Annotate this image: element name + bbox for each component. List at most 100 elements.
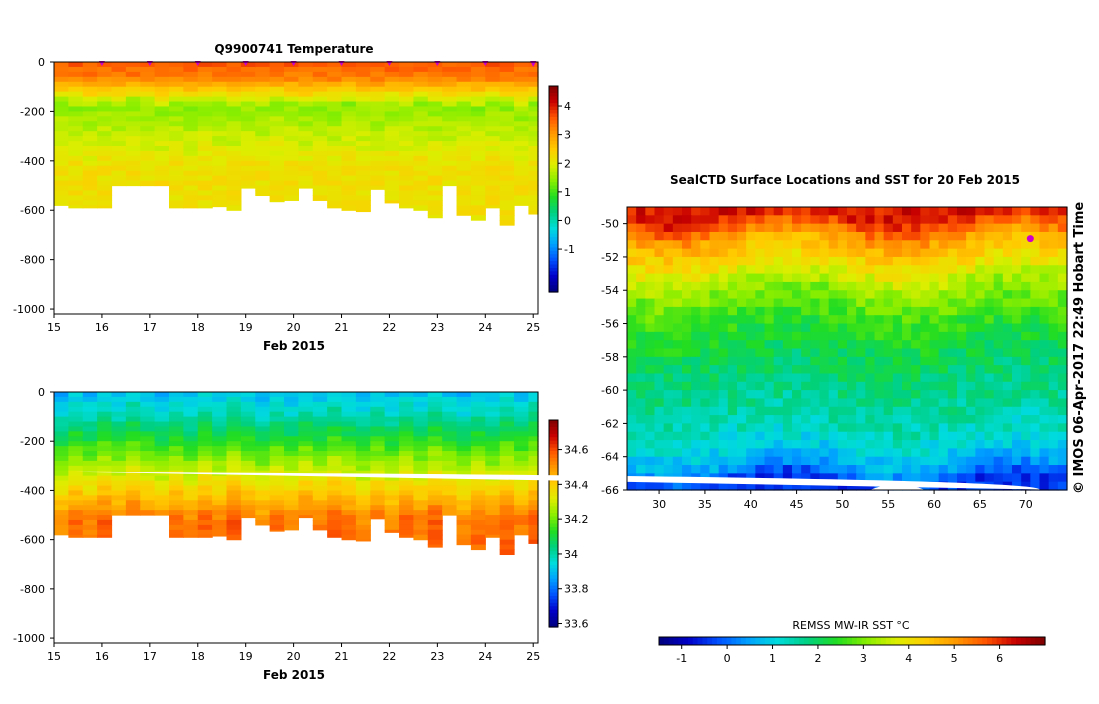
profile-cell — [456, 421, 472, 428]
sst-cell — [627, 248, 637, 258]
profile-cell — [355, 401, 371, 408]
profile-cell — [413, 180, 429, 187]
profile-cell — [355, 421, 371, 428]
sst-cell — [847, 448, 857, 458]
profile-cell — [269, 485, 285, 492]
profile-cell — [456, 446, 472, 452]
sst-cell — [663, 456, 674, 466]
sst-cell — [947, 323, 958, 333]
profile-cell — [528, 401, 539, 408]
profile-cell — [226, 96, 242, 103]
sst-cell — [801, 315, 811, 325]
profile-cell — [125, 436, 141, 442]
profile-cell — [528, 534, 539, 541]
sst-cell — [672, 365, 683, 375]
profile-cell — [183, 116, 199, 122]
sst-cell — [828, 231, 839, 241]
sst-cell — [837, 215, 848, 225]
sst-cell — [727, 231, 738, 241]
profile-cell — [54, 406, 69, 413]
sst-cell — [947, 306, 958, 316]
sst-cell — [672, 298, 683, 308]
sst-cell — [682, 331, 692, 341]
sst-cell — [663, 448, 674, 458]
lon-tick-label: 30 — [652, 498, 666, 511]
sst-cell — [837, 465, 848, 474]
profile-cell — [226, 426, 242, 432]
profile-cell — [255, 519, 271, 526]
sst-cell — [810, 240, 821, 250]
sst-cell — [718, 223, 729, 233]
profile-cell — [183, 534, 199, 538]
profile-cell — [298, 150, 314, 157]
profile-cell — [413, 66, 429, 73]
sst-cell — [755, 473, 766, 483]
profile-cell — [82, 81, 98, 88]
profile-cell — [226, 200, 242, 206]
profile-cell — [255, 485, 271, 492]
profile-cell — [183, 396, 199, 403]
profile-cell — [384, 510, 400, 516]
profile-cell — [183, 431, 199, 437]
profile-cell — [327, 165, 343, 172]
profile-cell — [240, 86, 256, 93]
profile-cell — [312, 465, 328, 472]
sst-cell — [911, 348, 921, 358]
sst-cell — [856, 381, 866, 391]
profile-cell — [355, 190, 371, 197]
sst-cell — [627, 348, 637, 358]
profile-cell — [485, 160, 501, 167]
sst-cell — [975, 207, 986, 216]
sst-cell — [636, 231, 646, 241]
profile-cell — [528, 441, 539, 447]
sst-cell — [627, 440, 637, 449]
sst-cell — [1002, 315, 1013, 325]
sst-cell — [1012, 465, 1022, 474]
y-tick-label: -400 — [20, 484, 45, 497]
profile-cell — [154, 421, 170, 428]
sst-map-panel: SealCTD Surface Locations and SST for 20… — [74, 173, 1068, 665]
sst-cell — [975, 248, 986, 258]
sst-cell — [856, 373, 866, 383]
sst-cell — [801, 415, 811, 425]
profile-cell — [499, 426, 515, 432]
profile-cell — [154, 416, 170, 423]
sst-cell — [1048, 215, 1059, 225]
profile-cell — [456, 529, 472, 536]
profile-cell — [514, 441, 530, 447]
profile-cell — [427, 81, 443, 88]
sst-cell — [856, 398, 866, 408]
sst-cell — [1057, 398, 1068, 408]
sst-cell — [645, 356, 656, 366]
sst-cell — [737, 231, 747, 241]
profile-cell — [212, 62, 228, 68]
sst-cell — [663, 223, 674, 233]
profile-cell — [470, 185, 486, 192]
profile-cell — [341, 71, 357, 78]
sst-cell — [755, 207, 766, 216]
profile-cell — [341, 131, 357, 137]
profile-cell — [269, 411, 285, 418]
sst-cell — [1030, 240, 1041, 250]
profile-cell — [125, 426, 141, 432]
sst-cell — [654, 331, 665, 341]
sst-cell — [892, 465, 903, 474]
sst-cell — [663, 207, 674, 216]
profile-cell — [341, 500, 357, 506]
lat-tick-label: -62 — [601, 417, 619, 430]
lat-tick-label: -54 — [601, 284, 619, 297]
sst-cell — [682, 223, 692, 233]
profile-cell — [298, 475, 314, 482]
profile-cell — [341, 195, 357, 201]
profile-cell — [54, 185, 69, 192]
sst-cell — [627, 381, 637, 391]
profile-cell — [456, 470, 472, 477]
profile-cell — [470, 470, 486, 477]
profile-cell — [413, 86, 429, 93]
profile-cell — [384, 401, 400, 408]
sst-cell — [792, 240, 802, 250]
sst-cell — [957, 431, 967, 441]
sst-cell — [727, 223, 738, 233]
profile-cell — [284, 170, 299, 177]
profile-cell — [111, 485, 127, 492]
